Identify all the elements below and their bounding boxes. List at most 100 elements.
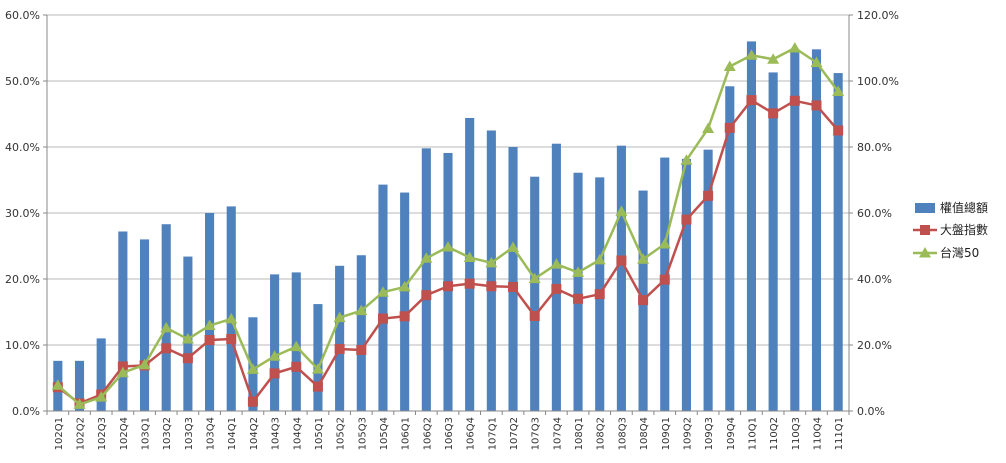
bar-series-group — [53, 41, 843, 412]
point-triangle — [355, 304, 368, 316]
point-triangle — [767, 53, 780, 64]
x-axis-tick-label: 109Q1 — [661, 417, 672, 450]
bar — [790, 49, 800, 411]
point-square — [594, 289, 605, 300]
bar — [465, 117, 475, 412]
point-square — [681, 214, 692, 225]
left-axis-tick-label: 0.0% — [12, 405, 40, 418]
point-square — [247, 396, 258, 407]
point-square — [768, 108, 779, 119]
x-axis-tick-label: 107Q3 — [531, 417, 542, 450]
point-square — [551, 283, 562, 294]
point-triangle — [528, 272, 541, 284]
x-axis-tick-labels: 102Q1 102Q2 102Q3 102Q4 103Q1 103Q2 103Q3 103Q4… — [54, 417, 845, 450]
point-triangle — [485, 256, 498, 268]
point-triangle — [116, 366, 129, 378]
x-axis-tick-label: 108Q3 — [617, 417, 628, 450]
point-square — [334, 343, 345, 354]
bar — [833, 73, 843, 411]
x-axis-tick-label: 106Q1 — [401, 417, 412, 450]
axes — [43, 14, 853, 415]
x-axis-tick-label: 102Q2 — [76, 417, 87, 450]
point-triangle — [246, 363, 259, 374]
bar — [703, 149, 713, 411]
x-axis-tick-label: 111Q1 — [834, 417, 845, 450]
point-square — [659, 274, 670, 285]
right-axis-tick-labels: 0.0% 20.0% 40.0% 60.0% 80.0% 100.0% 120.0% — [857, 9, 899, 418]
bar — [161, 224, 171, 411]
point-square — [117, 361, 128, 372]
x-axis-tick-label: 102Q4 — [119, 417, 130, 450]
line-series-group — [51, 42, 845, 409]
point-triangle — [311, 363, 324, 374]
point-square — [616, 255, 627, 266]
point-triangle — [398, 280, 411, 292]
point-square — [638, 295, 649, 306]
bar — [768, 72, 778, 412]
bar — [335, 265, 345, 411]
point-triangle — [702, 122, 715, 134]
x-axis-tick-label: 108Q4 — [639, 417, 650, 450]
x-axis-tick-label: 102Q3 — [97, 417, 108, 450]
x-axis-tick-label: 102Q1 — [54, 417, 65, 450]
bar — [681, 158, 691, 411]
x-axis-tick-label: 105Q2 — [336, 417, 347, 450]
left-axis-tick-label: 10.0% — [5, 339, 40, 352]
point-square — [573, 293, 584, 304]
x-axis-tick-label: 103Q1 — [141, 417, 152, 450]
left-axis-tick-labels: 0.0% 10.0% 20.0% 30.0% 40.0% 50.0% 60.0% — [5, 9, 40, 418]
x-axis-tick-label: 106Q4 — [466, 417, 477, 450]
bar — [508, 147, 518, 411]
point-triangle — [73, 398, 86, 409]
point-square — [291, 361, 302, 372]
point-triangle — [572, 266, 585, 277]
point-square — [508, 281, 519, 292]
bar — [486, 130, 496, 411]
point-triangle — [181, 333, 194, 344]
x-axis-tick-label: 103Q2 — [162, 417, 173, 450]
legend-label: 大盤指數 — [940, 222, 988, 237]
right-axis-tick-label: 0.0% — [857, 405, 885, 418]
right-axis-tick-label: 120.0% — [857, 9, 899, 22]
point-triangle — [507, 241, 520, 252]
bar — [551, 143, 561, 411]
right-axis-tick-label: 60.0% — [857, 207, 892, 220]
point-square — [443, 281, 453, 292]
x-axis-tick-label: 105Q1 — [314, 417, 325, 450]
x-axis-tick-label: 109Q3 — [704, 417, 715, 450]
point-triangle — [745, 49, 758, 60]
bar — [118, 231, 128, 411]
x-axis-tick-label: 103Q3 — [184, 417, 195, 450]
point-square — [833, 125, 844, 136]
left-axis-tick-label: 50.0% — [5, 75, 40, 88]
x-axis-tick-label: 107Q2 — [509, 417, 520, 450]
right-axis-tick-label: 100.0% — [857, 75, 899, 88]
point-square — [269, 368, 280, 379]
point-square — [312, 381, 323, 392]
x-axis-tick-label: 108Q1 — [574, 417, 585, 450]
point-square — [421, 290, 432, 301]
point-triangle — [160, 321, 173, 333]
point-square — [182, 353, 193, 364]
x-axis-tick-label: 107Q4 — [552, 417, 563, 450]
point-triangle — [290, 340, 303, 352]
x-axis-tick-label: 104Q4 — [292, 417, 303, 450]
point-triangle — [832, 85, 845, 97]
bar — [400, 192, 410, 411]
bar — [746, 41, 757, 412]
bar — [725, 86, 735, 411]
point-square — [529, 310, 540, 321]
point-triangle — [333, 311, 346, 323]
bar — [74, 360, 85, 411]
x-axis-tick-label: 106Q2 — [422, 417, 433, 450]
point-triangle — [225, 312, 238, 324]
x-axis-tick-label: 105Q4 — [379, 417, 390, 450]
point-triangle — [810, 56, 823, 68]
point-square — [356, 344, 367, 355]
point-triangle — [550, 258, 563, 269]
point-triangle — [593, 253, 606, 265]
x-axis-tick-label: 108Q2 — [596, 417, 607, 450]
point-square — [161, 343, 172, 354]
left-axis-tick-label: 20.0% — [5, 273, 40, 286]
point-square — [703, 190, 714, 201]
